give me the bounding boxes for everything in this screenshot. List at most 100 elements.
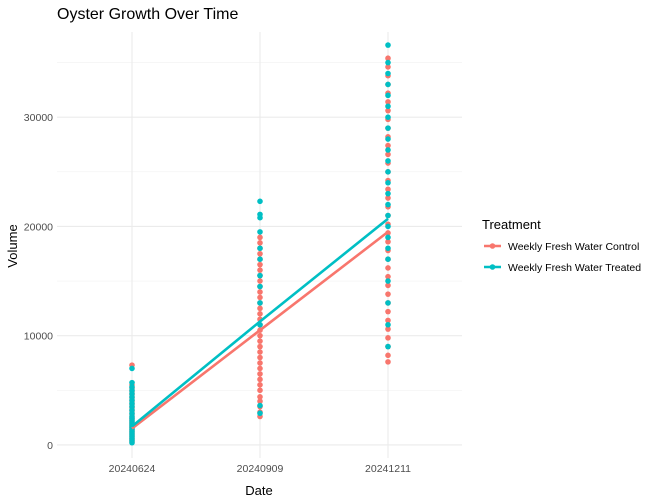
data-point	[385, 273, 391, 280]
data-point	[257, 311, 263, 317]
series-line	[131, 230, 389, 430]
data-point	[257, 198, 263, 205]
data-point	[257, 360, 263, 366]
data-point	[257, 289, 263, 295]
chart-title: Oyster Growth Over Time	[57, 6, 238, 23]
data-point	[257, 278, 263, 284]
data-point	[257, 365, 263, 372]
data-point	[385, 234, 391, 241]
data-point	[385, 136, 391, 142]
y-tick-label: 0	[47, 440, 53, 452]
data-point	[385, 179, 391, 186]
data-point	[385, 92, 391, 99]
x-axis-title: Date	[245, 483, 272, 498]
data-point	[257, 250, 263, 257]
data-point	[385, 190, 391, 197]
data-point	[257, 371, 263, 377]
legend-title: Treatment	[482, 217, 541, 232]
legend-key-point	[489, 243, 496, 249]
legend-key-point	[489, 264, 496, 270]
y-tick-label: 20000	[24, 221, 53, 233]
data-point	[385, 64, 391, 70]
data-point	[385, 114, 391, 120]
data-point	[257, 240, 263, 246]
series-line	[131, 217, 389, 428]
data-point	[385, 125, 391, 131]
data-point	[257, 261, 263, 268]
data-point	[385, 81, 391, 88]
data-point	[385, 238, 391, 245]
data-point	[257, 402, 263, 409]
data-point	[385, 278, 391, 284]
data-point	[257, 332, 263, 339]
y-axis-title: Volume	[5, 224, 20, 267]
data-point	[257, 234, 263, 241]
legend-label: Weekly Fresh Water Control	[508, 241, 639, 253]
data-point	[257, 267, 263, 273]
x-tick-label: 20240909	[237, 463, 284, 475]
data-point	[257, 338, 263, 344]
data-point	[385, 326, 391, 332]
legend-label: Weekly Fresh Water Treated	[508, 262, 641, 274]
data-point	[385, 300, 391, 306]
data-point	[257, 376, 263, 383]
data-point	[257, 211, 263, 218]
data-point	[385, 169, 391, 175]
data-point	[385, 352, 391, 359]
data-point	[385, 158, 391, 164]
data-point	[257, 272, 263, 279]
data-point	[385, 55, 391, 62]
data-point	[257, 354, 263, 361]
data-point	[385, 245, 391, 252]
data-point	[257, 305, 263, 312]
x-tick-label: 20240624	[109, 463, 156, 475]
data-point	[129, 365, 135, 372]
data-point	[385, 317, 391, 324]
data-point	[385, 321, 391, 328]
y-tick-label: 10000	[24, 331, 53, 343]
mean-lines	[131, 217, 389, 430]
data-point	[385, 256, 391, 263]
x-tick-labels: 20240624 20240909 20241211	[109, 463, 411, 475]
data-point	[385, 42, 391, 48]
x-tick-label: 20241211	[365, 463, 411, 475]
data-point	[257, 245, 263, 252]
data-point	[385, 195, 391, 201]
data-point	[385, 103, 391, 110]
y-tick-labels: 0 10000 20000 30000	[24, 112, 53, 452]
data-point	[129, 384, 135, 390]
data-point	[385, 70, 391, 77]
data-point	[385, 99, 391, 105]
data-point	[385, 282, 391, 289]
data-point	[257, 387, 263, 394]
data-point	[385, 151, 391, 158]
data-point	[385, 335, 391, 341]
data-point	[385, 265, 391, 271]
data-point	[257, 410, 263, 417]
data-point	[385, 201, 391, 208]
data-point	[257, 343, 263, 350]
legend: Treatment Weekly Fresh Water Control Week…	[482, 217, 641, 274]
data-point	[385, 59, 391, 66]
data-point	[257, 283, 263, 290]
data-point	[257, 349, 263, 355]
data-point	[385, 359, 391, 365]
data-point	[385, 142, 391, 149]
data-point	[257, 300, 263, 306]
data-point	[385, 107, 391, 114]
data-point	[129, 379, 135, 386]
data-point	[385, 343, 391, 350]
data-point	[257, 294, 263, 301]
data-point	[385, 212, 391, 219]
data-point	[257, 256, 263, 263]
data-point	[385, 308, 391, 315]
y-tick-label: 30000	[24, 112, 53, 124]
data-point	[257, 229, 263, 235]
data-point	[385, 223, 391, 230]
data-point	[385, 291, 391, 297]
data-point	[385, 147, 391, 153]
data-point	[257, 394, 263, 400]
data-point	[257, 398, 263, 405]
data-point	[385, 186, 391, 193]
